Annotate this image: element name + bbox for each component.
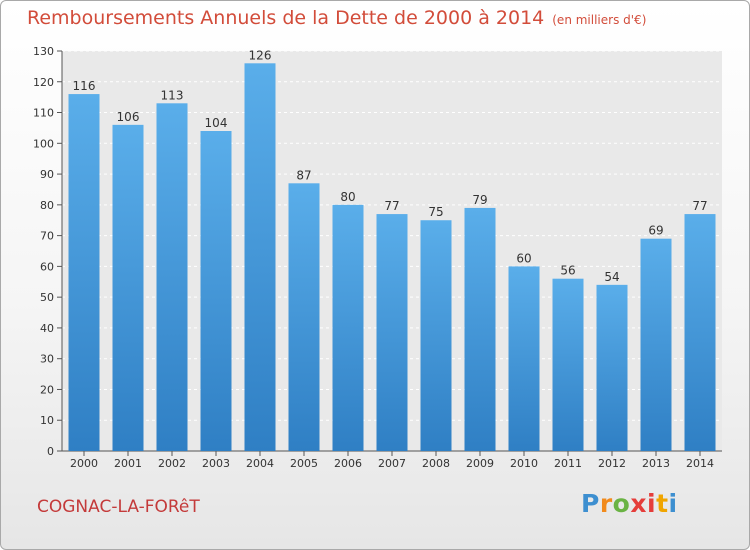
- chart-title-text: Remboursements Annuels de la Dette de 20…: [27, 7, 545, 29]
- bar: [640, 238, 672, 451]
- x-tick-label: 2003: [202, 457, 230, 470]
- bar: [244, 63, 276, 452]
- bar: [464, 207, 496, 451]
- y-tick-label: 30: [40, 353, 54, 366]
- x-tick-label: 2004: [246, 457, 274, 470]
- y-tick-label: 90: [40, 168, 54, 181]
- data-label: 126: [249, 48, 272, 62]
- x-tick-label: 2006: [334, 457, 362, 470]
- data-label: 79: [472, 193, 487, 207]
- x-tick-label: 2009: [466, 457, 494, 470]
- proxiti-logo: Proxiti: [581, 489, 678, 518]
- x-tick-label: 2008: [422, 457, 450, 470]
- chart-subtitle: (en milliers d'€): [552, 13, 647, 27]
- x-tick-label: 2013: [642, 457, 670, 470]
- y-tick-label: 50: [40, 291, 54, 304]
- bar: [508, 266, 540, 451]
- bar: [684, 214, 716, 451]
- location-label: COGNAC-LA-FORêT: [37, 497, 200, 517]
- y-tick-label: 40: [40, 322, 54, 335]
- bar: [552, 278, 584, 451]
- y-tick-label: 60: [40, 260, 54, 273]
- bar: [200, 131, 232, 451]
- data-label: 104: [205, 116, 228, 130]
- x-tick-label: 2001: [114, 457, 142, 470]
- bar: [376, 214, 408, 451]
- data-label: 77: [692, 199, 707, 213]
- bar: [420, 220, 452, 451]
- y-tick-label: 110: [33, 107, 54, 120]
- y-tick-label: 100: [33, 137, 54, 150]
- bar: [68, 94, 100, 452]
- x-tick-label: 2002: [158, 457, 186, 470]
- bar: [332, 204, 364, 451]
- y-tick-label: 80: [40, 199, 54, 212]
- y-tick-label: 130: [33, 45, 54, 58]
- x-tick-label: 2007: [378, 457, 406, 470]
- data-label: 87: [296, 168, 311, 182]
- x-tick-label: 2000: [70, 457, 98, 470]
- y-tick-label: 10: [40, 414, 54, 427]
- y-tick-label: 70: [40, 230, 54, 243]
- bar: [288, 183, 320, 452]
- x-tick-label: 2014: [686, 457, 714, 470]
- y-tick-label: 120: [33, 76, 54, 89]
- data-label: 54: [604, 270, 619, 284]
- x-tick-label: 2010: [510, 457, 538, 470]
- bar: [156, 103, 188, 452]
- bar: [596, 284, 628, 451]
- chart-title: Remboursements Annuels de la Dette de 20…: [27, 7, 646, 29]
- data-label: 75: [428, 205, 443, 219]
- data-label: 80: [340, 190, 355, 204]
- data-label: 69: [648, 224, 663, 238]
- data-label: 106: [117, 110, 140, 124]
- data-label: 60: [516, 251, 531, 265]
- x-tick-label: 2005: [290, 457, 318, 470]
- data-label: 56: [560, 264, 575, 278]
- data-label: 113: [161, 88, 184, 102]
- data-label: 77: [384, 199, 399, 213]
- y-tick-label: 0: [47, 445, 54, 458]
- bar: [112, 124, 144, 451]
- x-tick-label: 2012: [598, 457, 626, 470]
- y-tick-label: 20: [40, 383, 54, 396]
- x-tick-label: 2011: [554, 457, 582, 470]
- data-label: 116: [73, 79, 96, 93]
